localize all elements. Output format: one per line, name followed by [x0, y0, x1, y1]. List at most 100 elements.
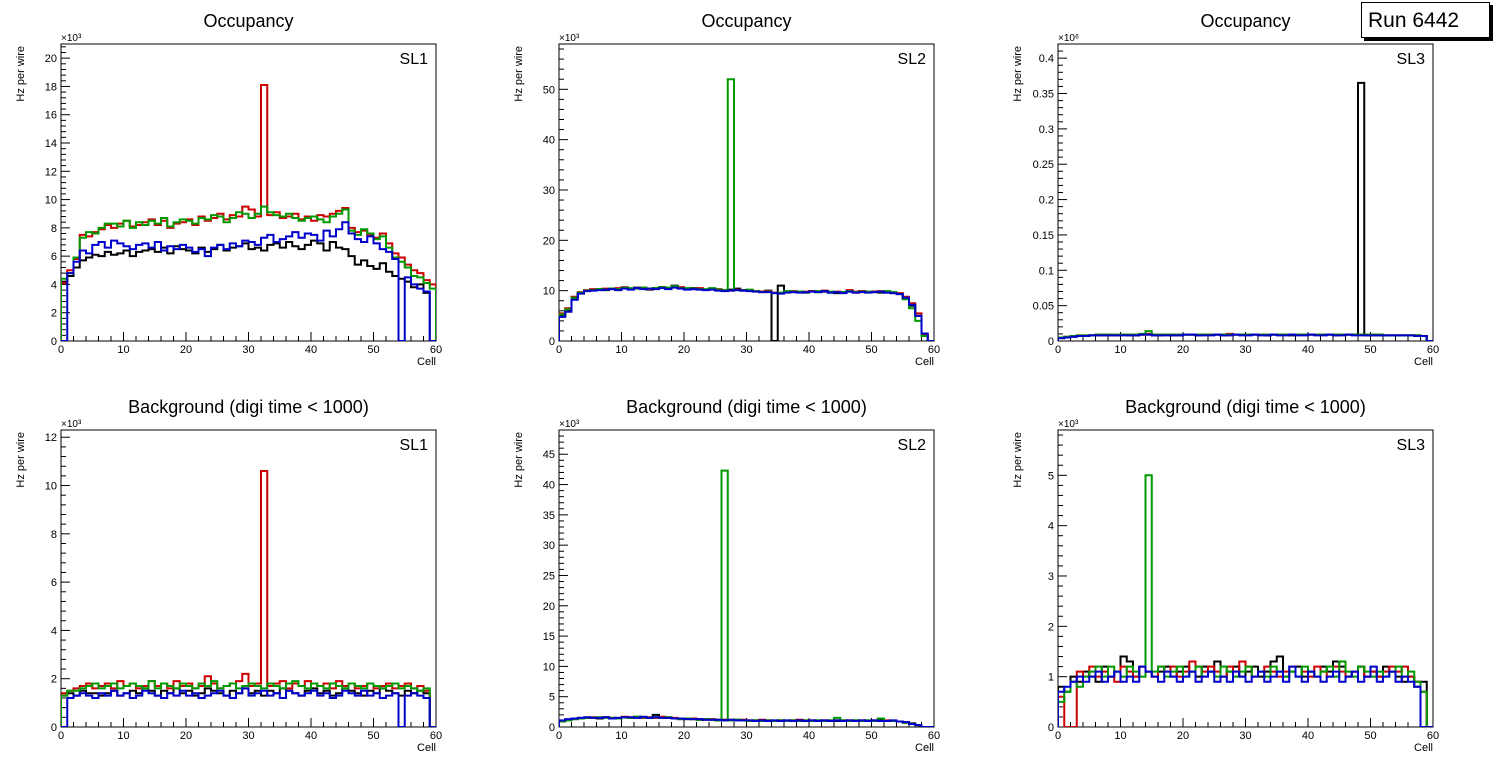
x-tick-label: 40 [803, 730, 815, 742]
chart-title: Background (digi time < 1000) [1125, 397, 1366, 417]
x-tick-label: 50 [865, 730, 877, 742]
x-tick-label: 30 [1239, 344, 1251, 356]
x-tick-label: 0 [556, 730, 562, 742]
axis-exponent: ×10³ [1058, 419, 1079, 430]
y-tick-label: 1 [1048, 672, 1054, 684]
x-tick-label: 10 [1114, 730, 1126, 742]
x-tick-label: 20 [1177, 344, 1189, 356]
histogram-series-blue [559, 286, 934, 341]
plot-frame [558, 429, 935, 728]
y-tick-label: 0 [549, 722, 555, 734]
y-tick-label: 0 [549, 336, 555, 348]
y-tick-label: 5 [1048, 470, 1054, 482]
x-tick-label: 60 [430, 344, 442, 356]
x-tick-label: 60 [1427, 344, 1439, 356]
y-tick-label: 10 [543, 286, 555, 298]
chart-title: Occupancy [203, 11, 293, 31]
y-tick-label: 0.2 [1039, 195, 1054, 207]
y-tick-label: 0.15 [1033, 230, 1054, 242]
panel-label: SL1 [400, 51, 429, 68]
x-tick-label: 10 [615, 344, 627, 356]
axis-exponent: ×10³ [559, 33, 580, 44]
histogram-series-green [559, 78, 934, 341]
axis-exponent: ×10³ [61, 419, 82, 430]
y-tick-label: 16 [45, 110, 57, 122]
y-tick-label: 0 [1048, 336, 1054, 348]
y-tick-label: 0.4 [1039, 53, 1054, 65]
run-label-box: Run 6442 [1361, 2, 1490, 38]
x-tick-label: 40 [305, 730, 317, 742]
x-axis-label: Cell [915, 356, 934, 368]
histogram-series-blue [61, 687, 436, 727]
y-tick-label: 2 [1048, 621, 1054, 633]
x-tick-label: 20 [180, 344, 192, 356]
x-tick-label: 10 [117, 730, 129, 742]
x-tick-label: 50 [865, 344, 877, 356]
y-tick-label: 3 [1048, 571, 1054, 583]
chart-title: Occupancy [701, 11, 791, 31]
x-tick-label: 0 [1055, 730, 1061, 742]
x-axis-label: Cell [417, 356, 436, 368]
x-tick-label: 0 [58, 344, 64, 356]
y-tick-label: 10 [543, 661, 555, 673]
x-tick-label: 10 [615, 730, 627, 742]
x-tick-label: 30 [242, 730, 254, 742]
y-tick-label: 0.05 [1033, 301, 1054, 313]
chart-panel-2: Occupancy SL2 ×10³ Hz per wire Cell 0 10 20 30 40… [513, 11, 940, 368]
y-axis-label: Hz per wire [513, 432, 525, 488]
y-axis-label: Hz per wire [1012, 432, 1024, 488]
x-axis-label: Cell [1414, 742, 1433, 754]
y-tick-label: 2 [51, 674, 57, 686]
x-tick-label: 20 [678, 344, 690, 356]
y-tick-label: 0.3 [1039, 124, 1054, 136]
y-tick-label: 50 [543, 84, 555, 96]
plot-frame [1057, 43, 1434, 342]
y-tick-label: 0 [51, 336, 57, 348]
x-tick-label: 30 [242, 344, 254, 356]
y-tick-label: 40 [543, 480, 555, 492]
y-tick-label: 0.35 [1033, 89, 1054, 101]
histogram-series-green [559, 469, 934, 727]
y-tick-label: 35 [543, 510, 555, 522]
histogram-series-blue [1058, 333, 1433, 341]
y-tick-label: 4 [1048, 521, 1054, 533]
axis-exponent: ×10³ [559, 419, 580, 430]
x-tick-label: 50 [367, 344, 379, 356]
histogram-series-green [61, 680, 436, 727]
x-tick-label: 40 [1302, 730, 1314, 742]
y-axis-label: Hz per wire [15, 432, 27, 488]
x-tick-label: 60 [430, 730, 442, 742]
y-tick-label: 0.25 [1033, 159, 1054, 171]
chart-panel-3: Occupancy SL3 ×10⁶ Hz per wire Cell 0 10 20 30 40… [1012, 11, 1439, 368]
x-tick-label: 30 [1239, 730, 1251, 742]
x-tick-label: 0 [58, 730, 64, 742]
y-tick-label: 15 [543, 631, 555, 643]
y-tick-label: 12 [45, 166, 57, 178]
histogram-series-blue [559, 715, 934, 727]
panel-label: SL2 [898, 51, 927, 68]
x-axis-label: Cell [417, 742, 436, 754]
plot-frame [60, 43, 437, 342]
y-axis-label: Hz per wire [15, 46, 27, 102]
histogram-series-green [61, 205, 436, 341]
y-tick-label: 45 [543, 449, 555, 461]
y-tick-label: 10 [45, 481, 57, 493]
histogram-series-black [61, 239, 436, 341]
y-tick-label: 30 [543, 185, 555, 197]
x-tick-label: 40 [1302, 344, 1314, 356]
y-tick-label: 20 [543, 601, 555, 613]
y-tick-label: 20 [543, 235, 555, 247]
x-tick-label: 10 [117, 344, 129, 356]
y-tick-label: 8 [51, 529, 57, 541]
y-tick-label: 2 [51, 308, 57, 320]
x-tick-label: 30 [740, 730, 752, 742]
histogram-series-blue [1058, 665, 1433, 727]
plot-frame [558, 43, 935, 342]
chart-panel-5: Background (digi time < 1000) SL2 ×10³ Hz p… [513, 397, 940, 754]
chart-title: Background (digi time < 1000) [626, 397, 867, 417]
x-tick-label: 10 [1114, 344, 1126, 356]
panel-label: SL3 [1397, 437, 1426, 454]
x-tick-label: 0 [556, 344, 562, 356]
x-tick-label: 60 [928, 730, 940, 742]
panel-label: SL2 [898, 437, 927, 454]
